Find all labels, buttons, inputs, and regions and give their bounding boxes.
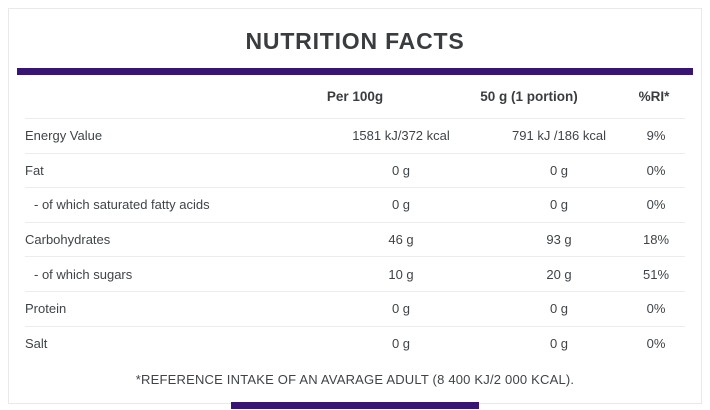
nutrition-facts-card: NUTRITION FACTS Per 100g 50 g (1 portion…: [8, 8, 702, 404]
bottom-accent-bar: [231, 402, 479, 409]
table-row-salt: Salt 0 g 0 g 0%: [25, 327, 685, 362]
row-per100g-value: 0 g: [391, 197, 411, 213]
row-per100g-value: 0 g: [391, 301, 411, 317]
row-portion-value: 0 g: [549, 162, 569, 178]
column-header-portion: 50 g (1 portion): [480, 89, 578, 104]
row-per100g-value: 1581 kJ/372 kcal: [352, 128, 450, 144]
row-label: - of which saturated fatty acids: [34, 197, 210, 213]
row-portion-value: 0 g: [549, 301, 569, 317]
nutrition-table: Per 100g 50 g (1 portion) %RI* Energy Va…: [9, 75, 701, 361]
reference-intake-footnote: *REFERENCE INTAKE OF AN AVARAGE ADULT (8…: [135, 372, 575, 388]
table-row-energy: Energy Value 1581 kJ/372 kcal 791 kJ /18…: [25, 119, 685, 154]
row-ri-value: 0%: [646, 336, 666, 352]
table-row-sugars: - of which sugars 10 g 20 g 51%: [25, 257, 685, 292]
row-label: Energy Value: [25, 128, 103, 144]
row-portion-value: 20 g: [546, 266, 572, 282]
table-header-row: Per 100g 50 g (1 portion) %RI*: [25, 75, 685, 119]
row-ri-value: 51%: [642, 266, 670, 282]
row-label: Protein: [25, 301, 67, 317]
row-portion-value: 93 g: [546, 232, 572, 248]
row-ri-value: 0%: [646, 301, 666, 317]
table-row-carbohydrates: Carbohydrates 46 g 93 g 18%: [25, 223, 685, 258]
table-row-protein: Protein 0 g 0 g 0%: [25, 292, 685, 327]
page-title: NUTRITION FACTS: [245, 28, 465, 54]
row-portion-value: 0 g: [549, 197, 569, 213]
row-portion-value: 791 kJ /186 kcal: [512, 128, 606, 144]
row-label: - of which sugars: [34, 266, 133, 282]
row-label: Carbohydrates: [25, 232, 111, 248]
row-per100g-value: 0 g: [391, 336, 411, 352]
row-ri-value: 0%: [646, 197, 666, 213]
row-per100g-value: 10 g: [388, 266, 414, 282]
row-label: Salt: [25, 336, 48, 352]
row-per100g-value: 0 g: [391, 162, 411, 178]
column-header-ri: %RI*: [638, 89, 670, 104]
row-ri-value: 0%: [646, 162, 666, 178]
table-row-fat: Fat 0 g 0 g 0%: [25, 154, 685, 189]
column-header-per100g: Per 100g: [326, 89, 384, 104]
row-per100g-value: 46 g: [388, 232, 414, 248]
row-label: Fat: [25, 162, 44, 178]
table-row-saturated-fat: - of which saturated fatty acids 0 g 0 g…: [25, 188, 685, 223]
row-ri-value: 9%: [646, 128, 666, 144]
row-ri-value: 18%: [642, 232, 670, 248]
top-accent-bar: [17, 68, 693, 75]
row-portion-value: 0 g: [549, 336, 569, 352]
